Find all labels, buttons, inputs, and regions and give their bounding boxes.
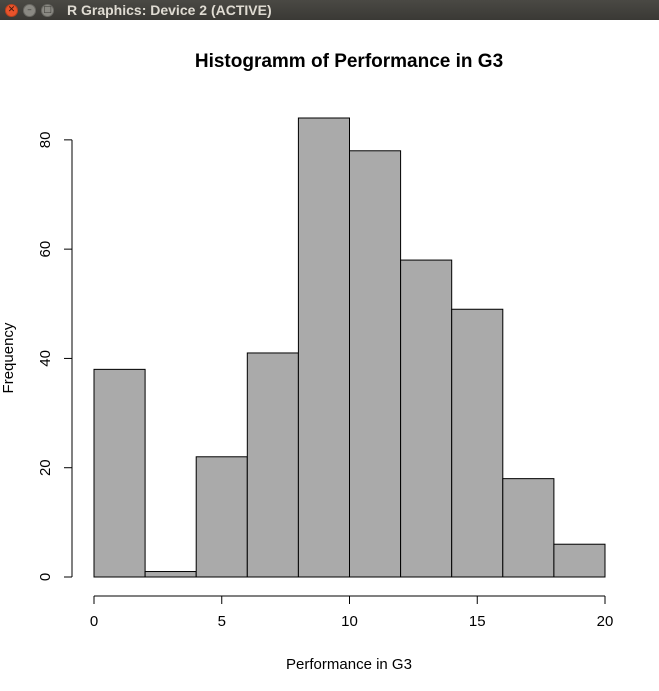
histogram-bar xyxy=(553,543,606,578)
histogram-bar xyxy=(451,308,504,578)
y-tick-label: 80 xyxy=(37,132,54,149)
y-axis: 0 20 40 60 80 xyxy=(37,132,73,581)
close-icon[interactable]: ✕ xyxy=(5,3,18,17)
x-tick-label: 15 xyxy=(469,613,486,630)
chart-title: Histogramm of Performance in G3 xyxy=(195,51,503,72)
histogram-bar xyxy=(297,117,350,578)
y-axis-label: Frequency xyxy=(0,322,17,393)
x-tick-label: 10 xyxy=(341,613,358,630)
y-tick-label: 40 xyxy=(37,350,54,367)
x-axis-label: Performance in G3 xyxy=(286,656,412,673)
histogram-bar xyxy=(93,368,146,578)
histogram-bar xyxy=(144,571,197,578)
bars-group xyxy=(93,117,606,578)
histogram-bar xyxy=(502,478,555,578)
y-tick-label: 60 xyxy=(37,241,54,258)
window-title: R Graphics: Device 2 (ACTIVE) xyxy=(67,2,272,18)
histogram-bar xyxy=(349,150,402,578)
x-tick-label: 5 xyxy=(218,613,226,630)
minimize-icon[interactable]: – xyxy=(23,3,36,17)
histogram-bar xyxy=(400,259,453,578)
histogram-bar xyxy=(246,352,299,578)
x-axis: 0 5 10 15 20 xyxy=(90,595,614,630)
histogram-bar xyxy=(195,456,248,578)
window-titlebar: ✕ – □ R Graphics: Device 2 (ACTIVE) xyxy=(0,0,659,20)
y-tick-label: 20 xyxy=(37,459,54,476)
histogram-plot: Histogramm of Performance in G3 0 5 10 15 20… xyxy=(0,51,614,673)
y-tick-label: 0 xyxy=(37,573,54,581)
x-tick-label: 20 xyxy=(597,613,614,630)
maximize-icon[interactable]: □ xyxy=(41,3,54,17)
x-tick-label: 0 xyxy=(90,613,98,630)
